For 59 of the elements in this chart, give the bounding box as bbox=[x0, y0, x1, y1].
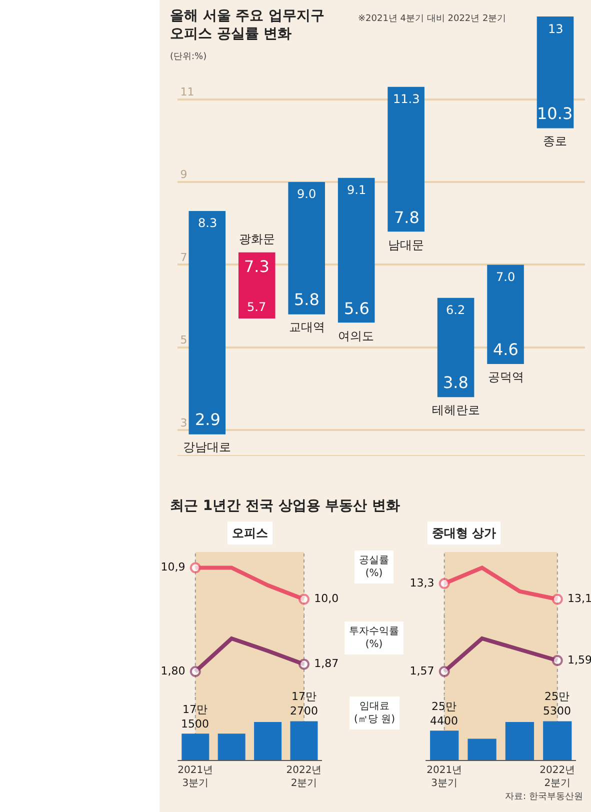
data-label: 1,59 bbox=[564, 653, 591, 666]
x-tick-label: 공덕역 bbox=[488, 370, 524, 384]
annotation: 17만 2700 bbox=[290, 690, 318, 718]
text: 올해 서울 주요 업무지구 오피스 공실률 변화 bbox=[170, 8, 325, 42]
annotation: 8.3 bbox=[198, 216, 218, 230]
annotation: 2.9 bbox=[195, 410, 220, 429]
text: ※2021년 4분기 대비 2022년 2분기 bbox=[358, 14, 506, 24]
y-tick-label: 7 bbox=[180, 250, 188, 264]
annotation: 7.0 bbox=[496, 270, 516, 284]
data-label: 13,3 bbox=[406, 576, 438, 590]
annotation: 7.8 bbox=[394, 208, 420, 227]
text: 자료: 한국부동산원 bbox=[505, 792, 583, 802]
text: 투자수익률 (%) bbox=[349, 626, 399, 650]
x-tick-label: 2022년 2분기 bbox=[540, 765, 576, 789]
annotation: 9.1 bbox=[347, 183, 366, 197]
x-tick-label: 테헤란로 bbox=[432, 403, 480, 417]
bar bbox=[505, 722, 534, 760]
annotation: 3.8 bbox=[443, 373, 468, 392]
data-label: 1,80 bbox=[157, 664, 189, 678]
text: 임대료 (㎡당 원) bbox=[354, 701, 396, 725]
bar bbox=[468, 738, 496, 760]
annotation: 13 bbox=[548, 22, 564, 36]
y-tick-label: 9 bbox=[180, 168, 188, 182]
bar bbox=[430, 730, 459, 760]
bar bbox=[543, 721, 572, 760]
data-label: 1,57 bbox=[406, 664, 438, 678]
x-tick-label: 강남대로 bbox=[183, 440, 231, 454]
annotation: 10.3 bbox=[537, 104, 573, 123]
x-tick-label: 남대문 bbox=[388, 238, 424, 252]
x-tick-label: 종로 bbox=[543, 134, 567, 148]
annotation: 5.7 bbox=[247, 300, 266, 314]
chart-subtitle: 오피스 bbox=[232, 526, 268, 540]
annotation: 5.6 bbox=[344, 299, 370, 318]
y-axis-title: (단위:%) bbox=[170, 52, 207, 62]
y-tick-label: 11 bbox=[180, 85, 194, 98]
x-tick-label: 여의도 bbox=[338, 329, 374, 343]
data-label: 10,9 bbox=[157, 560, 189, 574]
data-label: 10,0 bbox=[310, 592, 342, 605]
y-tick-label: 3 bbox=[180, 416, 188, 430]
annotation: 5.8 bbox=[294, 290, 320, 309]
chart-subtitle: 중대형 상가 bbox=[432, 526, 496, 540]
annotation: 11.3 bbox=[393, 92, 420, 106]
y-tick-label: 5 bbox=[180, 334, 188, 347]
chart-title: 최근 1년간 전국 상업용 부동산 변화 bbox=[170, 498, 400, 514]
x-tick-label: 2021년 3분기 bbox=[426, 765, 462, 789]
annotation: 6.2 bbox=[446, 303, 466, 317]
x-tick-label: 2021년 3분기 bbox=[178, 765, 214, 789]
data-label: 1,87 bbox=[310, 657, 342, 670]
x-tick-label: 교대역 bbox=[289, 320, 325, 334]
annotation: 7.3 bbox=[244, 257, 270, 276]
annotation: 17만 1500 bbox=[181, 703, 209, 730]
annotation: 25만 4400 bbox=[430, 700, 458, 728]
annotation: 25만 5300 bbox=[543, 690, 571, 718]
annotation: 4.6 bbox=[493, 340, 518, 359]
text: 공실률 (%) bbox=[359, 555, 389, 579]
annotation: 9.0 bbox=[297, 187, 316, 201]
x-tick-label: 광화문 bbox=[239, 232, 275, 246]
x-tick-label: 2022년 2분기 bbox=[286, 765, 322, 789]
data-label: 13,1 bbox=[564, 592, 591, 605]
